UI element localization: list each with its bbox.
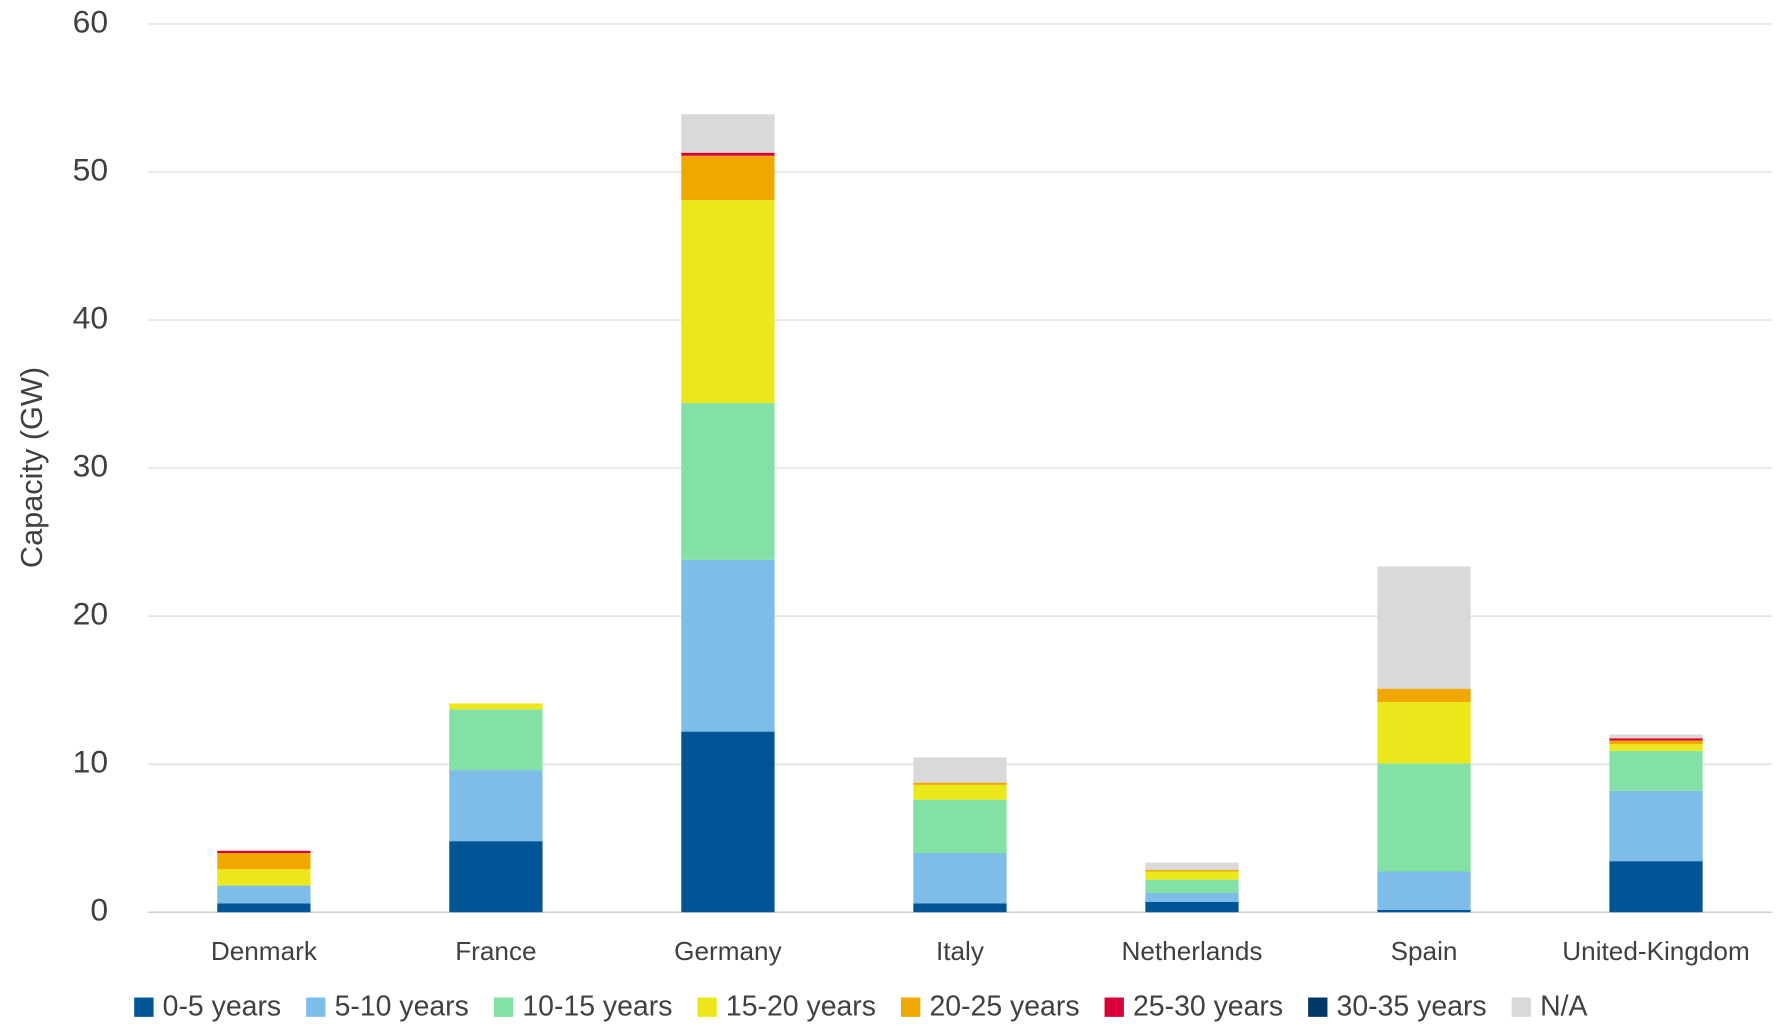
bar-segment <box>1609 790 1703 862</box>
legend-swatch <box>901 997 921 1017</box>
x-tick-label: Spain <box>1391 936 1458 966</box>
legend-swatch <box>697 997 717 1017</box>
legend-label: 25-30 years <box>1133 990 1283 1022</box>
bar-segment <box>217 903 311 913</box>
bar-segment <box>681 731 775 913</box>
bar-segment <box>217 850 311 854</box>
x-tick-label: France <box>455 936 536 966</box>
legend-label: 20-25 years <box>929 990 1079 1022</box>
legend-label: 10-15 years <box>522 990 672 1022</box>
bar-segment <box>1145 901 1239 913</box>
bar-segment <box>681 152 775 156</box>
bar-segment <box>449 841 543 913</box>
y-tick-label: 10 <box>73 744 108 780</box>
x-tick-label: Netherlands <box>1121 936 1262 966</box>
y-tick-label: 30 <box>73 447 108 483</box>
legend-swatch <box>1308 997 1328 1017</box>
bar-segment <box>1145 871 1239 880</box>
legend-label: 0-5 years <box>163 990 281 1022</box>
y-tick-label: 20 <box>73 596 108 632</box>
bar-segment <box>1377 701 1471 764</box>
y-axis-label: Capacity (GW) <box>14 367 49 568</box>
legend-swatch <box>493 997 514 1017</box>
y-tick-label: 60 <box>73 3 108 39</box>
x-tick-label: United-Kingdom <box>1562 936 1749 966</box>
bar-segment <box>1145 892 1239 902</box>
bar-segment <box>1377 909 1471 913</box>
x-tick-label: Denmark <box>211 936 318 966</box>
legend-swatch <box>134 997 154 1017</box>
bar-segment <box>217 853 311 870</box>
bar-segment <box>1609 750 1703 791</box>
bar-segment <box>1145 879 1239 893</box>
bar-segment <box>1377 688 1471 702</box>
legend-label: 30-35 years <box>1337 990 1487 1022</box>
bar-segment <box>1145 862 1239 871</box>
y-tick-label: 0 <box>90 892 108 928</box>
bar-segment <box>1377 566 1471 689</box>
bar-segment <box>1609 861 1703 913</box>
bar-segment <box>913 757 1007 783</box>
bar-segment <box>217 869 311 886</box>
bar-segment <box>681 200 775 403</box>
bar-segment <box>449 770 543 842</box>
bar-segment <box>1145 870 1239 872</box>
x-tick-label: Germany <box>674 936 782 966</box>
x-tick-label: Italy <box>936 936 985 966</box>
bar-segment <box>913 799 1007 854</box>
bar-segment <box>681 155 775 201</box>
bar-segment <box>913 784 1007 800</box>
bar-segment <box>1609 738 1703 741</box>
bar-segment <box>1609 734 1703 739</box>
bar-segment <box>449 703 543 710</box>
bar-segment <box>449 709 543 771</box>
bar-segment <box>681 114 775 153</box>
legend-swatch <box>1104 997 1124 1017</box>
y-tick-label: 40 <box>73 299 108 335</box>
bar-segment <box>1609 744 1703 751</box>
bar-segment <box>913 903 1007 913</box>
legend-swatch <box>306 997 326 1017</box>
bar-segment <box>681 402 775 560</box>
bar-segment <box>1609 740 1703 745</box>
bar-segment <box>217 885 311 904</box>
legend-label: 5-10 years <box>335 990 469 1022</box>
legend-label: 15-20 years <box>726 990 876 1022</box>
bar-segment <box>1377 763 1471 872</box>
legend-label: N/A <box>1540 990 1587 1022</box>
legend-swatch <box>1511 997 1531 1017</box>
bar-segment <box>913 782 1007 785</box>
bar-segment <box>681 559 775 732</box>
bar-segment <box>913 853 1007 904</box>
y-tick-label: 50 <box>73 151 108 187</box>
bar-segment <box>1377 871 1471 910</box>
